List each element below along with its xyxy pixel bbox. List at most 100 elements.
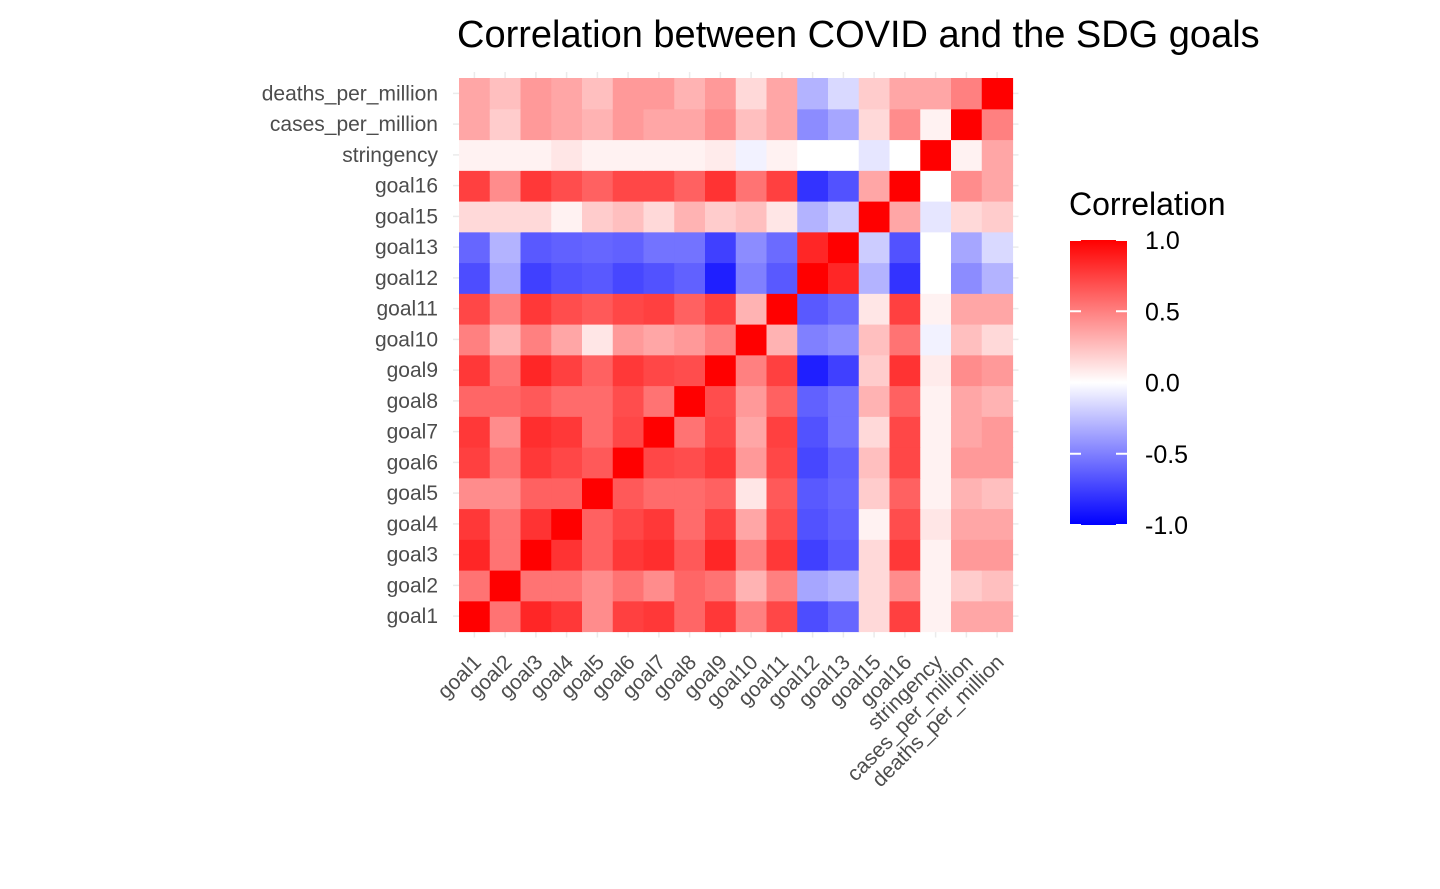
heatmap-cell-goal16-goal6 — [889, 447, 921, 479]
heatmap-cell-goal4-goal12 — [551, 262, 583, 294]
heatmap-cell-goal8-goal4 — [674, 508, 706, 540]
heatmap-cell-goal6-goal2 — [612, 570, 645, 602]
heatmap-cell-goal7-goal1 — [643, 600, 675, 633]
heatmap-cell-stringency-goal3 — [920, 539, 952, 571]
heatmap-cell-goal10-goal4 — [735, 508, 768, 540]
heatmap-cell-goal15-goal13 — [858, 231, 891, 264]
heatmap-cell-goal16-goal2 — [889, 570, 921, 602]
heatmap-cell-goal7-stringency — [643, 139, 675, 171]
heatmap-cell-goal10-goal10 — [735, 324, 768, 356]
heatmap-cell-goal3-goal7 — [520, 416, 552, 448]
heatmap-cell-deaths_per_million-goal13 — [981, 231, 1014, 264]
y-tick-label-goal7: goal7 — [387, 421, 438, 444]
heatmap-cell-goal16-goal5 — [889, 477, 921, 510]
heatmap-cell-goal16-goal9 — [889, 354, 921, 387]
heatmap-cell-goal10-deaths_per_million — [735, 78, 768, 110]
heatmap-cell-goal8-goal8 — [674, 385, 706, 417]
heatmap-cell-goal11-goal3 — [766, 539, 798, 571]
heatmap-cell-goal3-goal10 — [520, 324, 552, 356]
heatmap-cell-goal1-goal15 — [459, 201, 491, 233]
heatmap-cell-goal11-goal4 — [766, 508, 798, 540]
heatmap-cell-goal9-goal1 — [705, 600, 737, 633]
heatmap-cell-goal4-goal6 — [551, 447, 583, 479]
heatmap-cell-goal11-goal15 — [766, 201, 798, 233]
heatmap-cell-stringency-goal2 — [920, 570, 952, 602]
heatmap-cell-goal2-goal16 — [489, 170, 522, 202]
y-tick-label-goal8: goal8 — [387, 390, 438, 413]
heatmap-cell-goal8-goal5 — [674, 477, 706, 510]
heatmap-cell-goal6-goal7 — [612, 416, 645, 448]
heatmap-cell-cases_per_million-goal3 — [951, 539, 983, 571]
heatmap-cell-goal9-goal5 — [705, 477, 737, 510]
heatmap-cell-goal13-goal10 — [828, 324, 860, 356]
heatmap-cell-goal2-goal11 — [489, 293, 522, 325]
heatmap-cell-goal15-goal16 — [858, 170, 891, 202]
heatmap-cell-goal9-goal2 — [705, 570, 737, 602]
heatmap-cell-goal16-goal10 — [889, 324, 921, 356]
heatmap-cell-goal12-goal4 — [797, 508, 829, 540]
heatmap-cell-goal10-goal3 — [735, 539, 768, 571]
heatmap-cell-goal9-goal12 — [705, 262, 737, 294]
heatmap-cell-deaths_per_million-goal15 — [981, 201, 1014, 233]
heatmap-cell-goal13-goal9 — [828, 354, 860, 387]
heatmap-cell-goal7-goal4 — [643, 508, 675, 540]
heatmap-cell-goal8-goal15 — [674, 201, 706, 233]
heatmap-cell-goal12-goal10 — [797, 324, 829, 356]
heatmap-cell-goal1-goal2 — [459, 570, 491, 602]
heatmap-cell-goal15-goal8 — [858, 385, 891, 417]
heatmap-cell-goal15-goal12 — [858, 262, 891, 294]
heatmap-cell-goal3-goal5 — [520, 477, 552, 510]
y-tick-label-deaths_per_million: deaths_per_million — [262, 82, 438, 105]
heatmap-cell-goal2-goal4 — [489, 508, 522, 540]
heatmap-cell-goal5-goal9 — [582, 354, 614, 387]
heatmap-cell-stringency-goal5 — [920, 477, 952, 510]
legend-label: -1.0 — [1145, 512, 1188, 540]
heatmap-cell-goal5-goal11 — [582, 293, 614, 325]
heatmap-cell-goal16-goal11 — [889, 293, 921, 325]
heatmap-cell-goal2-goal6 — [489, 447, 522, 479]
heatmap-cell-cases_per_million-goal13 — [951, 231, 983, 264]
heatmap-cell-goal7-goal10 — [643, 324, 675, 356]
heatmap-cell-goal6-goal15 — [612, 201, 645, 233]
x-axis-tick-labels: goal1goal2goal3goal4goal5goal6goal7goal8… — [433, 650, 1008, 791]
heatmap-cell-goal10-goal5 — [735, 477, 768, 510]
heatmap-cell-goal7-goal11 — [643, 293, 675, 325]
heatmap-cell-goal6-goal6 — [612, 447, 645, 479]
y-tick-label-goal1: goal1 — [387, 605, 438, 628]
heatmap-cell-deaths_per_million-goal4 — [981, 508, 1014, 540]
heatmap-cell-goal15-goal11 — [858, 293, 891, 325]
heatmap-cell-goal1-goal10 — [459, 324, 491, 356]
heatmap-cell-goal12-goal3 — [797, 539, 829, 571]
heatmap-cell-goal7-goal7 — [643, 416, 675, 448]
heatmap-cell-goal10-goal16 — [735, 170, 768, 202]
heatmap-cell-goal11-goal8 — [766, 385, 798, 417]
heatmap-cell-goal5-goal6 — [582, 447, 614, 479]
heatmap-cell-goal13-goal6 — [828, 447, 860, 479]
heatmap-cell-goal7-goal9 — [643, 354, 675, 387]
heatmap-cell-goal9-goal13 — [705, 231, 737, 264]
heatmap-cell-goal13-goal1 — [828, 600, 860, 633]
heatmap-cell-goal10-goal8 — [735, 385, 768, 417]
heatmap-cell-goal12-goal5 — [797, 477, 829, 510]
heatmap-cell-stringency-cases_per_million — [920, 108, 952, 141]
heatmap-cell-goal8-goal11 — [674, 293, 706, 325]
heatmap-cell-goal15-goal15 — [858, 201, 891, 233]
heatmap-cell-goal13-goal7 — [828, 416, 860, 448]
heatmap-cell-goal13-goal15 — [828, 201, 860, 233]
heatmap-cell-goal4-goal15 — [551, 201, 583, 233]
heatmap-cell-stringency-goal8 — [920, 385, 952, 417]
heatmap-cell-goal3-goal12 — [520, 262, 552, 294]
heatmap-cell-goal8-goal9 — [674, 354, 706, 387]
heatmap-cell-goal4-deaths_per_million — [551, 78, 583, 110]
heatmap-cell-goal11-goal6 — [766, 447, 798, 479]
chart-title: Correlation between COVID and the SDG go… — [457, 14, 1260, 56]
heatmap-cell-goal12-deaths_per_million — [797, 78, 829, 110]
heatmap-cell-goal12-goal16 — [797, 170, 829, 202]
heatmap-cell-cases_per_million-goal2 — [951, 570, 983, 602]
heatmap-cell-goal2-goal3 — [489, 539, 522, 571]
heatmap-cell-goal1-cases_per_million — [459, 108, 491, 141]
heatmap-cell-goal15-goal10 — [858, 324, 891, 356]
heatmap-cell-goal9-goal4 — [705, 508, 737, 540]
heatmap-cell-goal3-goal4 — [520, 508, 552, 540]
heatmap-cell-goal3-goal6 — [520, 447, 552, 479]
